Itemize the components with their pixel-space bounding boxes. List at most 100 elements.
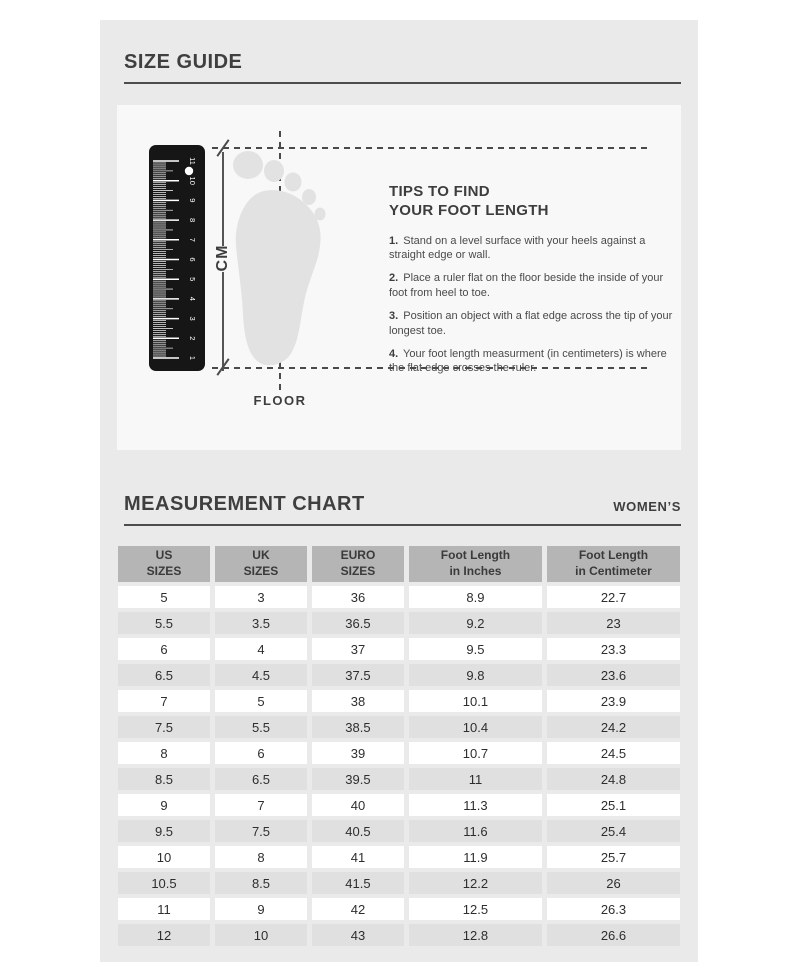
tip-item: 2. Place a ruler flat on the floor besid… bbox=[389, 272, 664, 300]
table-cell: 7 bbox=[118, 690, 210, 712]
column-header: Foot Length in Inches bbox=[408, 546, 542, 582]
table-cell: 9.8 bbox=[408, 664, 542, 686]
svg-text:5: 5 bbox=[188, 277, 197, 281]
table-cell: 39 bbox=[311, 742, 404, 764]
table-cell: 11.9 bbox=[408, 846, 542, 868]
table-cell: 8.9 bbox=[408, 586, 542, 608]
table-cell: 39.5 bbox=[311, 768, 404, 790]
measurement-chart-title: MEASUREMENT CHART bbox=[124, 493, 365, 515]
tips-list: 1. Stand on a level surface with your he… bbox=[389, 234, 677, 377]
table-cell: 10.4 bbox=[408, 716, 542, 738]
table-row: 9 7 40 11.3 25.1 bbox=[118, 794, 680, 816]
table-cell: 10 bbox=[118, 846, 210, 868]
svg-text:9: 9 bbox=[188, 198, 197, 202]
table-cell: 3.5 bbox=[214, 612, 307, 634]
foot-icon bbox=[233, 151, 326, 366]
measurement-chart-header: MEASUREMENT CHART WOMEN’S bbox=[124, 450, 681, 526]
table-cell: 5 bbox=[118, 586, 210, 608]
table-cell: 23 bbox=[546, 612, 680, 634]
size-guide-header: SIZE GUIDE bbox=[124, 20, 681, 84]
table-cell: 5 bbox=[214, 690, 307, 712]
table-cell: 7 bbox=[214, 794, 307, 816]
table-row: 8.5 6.5 39.5 11 24.8 bbox=[118, 768, 680, 790]
table-row: 8 6 39 10.7 24.5 bbox=[118, 742, 680, 764]
table-cell: 10.1 bbox=[408, 690, 542, 712]
table-cell: 24.2 bbox=[546, 716, 680, 738]
table-cell: 10 bbox=[214, 924, 307, 946]
table-cell: 11 bbox=[408, 768, 542, 790]
size-guide-panel: SIZE GUIDE 1 2 3 4 5 6 7 8 9 10 11 CM bbox=[100, 20, 698, 962]
table-cell: 11.6 bbox=[408, 820, 542, 842]
table-cell: 40.5 bbox=[311, 820, 404, 842]
table-cell: 37.5 bbox=[311, 664, 404, 686]
table-cell: 38 bbox=[311, 690, 404, 712]
table-row: 5 3 36 8.9 22.7 bbox=[118, 586, 680, 608]
svg-text:2: 2 bbox=[188, 336, 197, 340]
table-cell: 26.3 bbox=[546, 898, 680, 920]
column-header: UK SIZES bbox=[214, 546, 307, 582]
table-row: 7 5 38 10.1 23.9 bbox=[118, 690, 680, 712]
size-chart: US SIZES UK SIZES EURO SIZES Foot Length in Inc… bbox=[113, 542, 685, 950]
table-cell: 8 bbox=[118, 742, 210, 764]
measure-line-upper bbox=[222, 152, 224, 246]
top-edge-dashed-line bbox=[212, 147, 648, 149]
table-cell: 23.3 bbox=[546, 638, 680, 660]
gender-label: WOMEN’S bbox=[613, 499, 681, 514]
table-cell: 8.5 bbox=[118, 768, 210, 790]
floor-label: FLOOR bbox=[253, 393, 307, 408]
table-cell: 10.7 bbox=[408, 742, 542, 764]
floor-dashed-line bbox=[212, 367, 648, 369]
table-row: 10 8 41 11.9 25.7 bbox=[118, 846, 680, 868]
table-cell: 8.5 bbox=[214, 872, 307, 894]
table-cell: 3 bbox=[214, 586, 307, 608]
table-cell: 12.8 bbox=[408, 924, 542, 946]
table-header-row: US SIZES UK SIZES EURO SIZES Foot Length in Inc… bbox=[118, 546, 680, 582]
table-cell: 41 bbox=[311, 846, 404, 868]
table-row: 6.5 4.5 37.5 9.8 23.6 bbox=[118, 664, 680, 686]
tips-title: TIPS TO FIND YOUR FOOT LENGTH bbox=[389, 183, 549, 219]
svg-text:7: 7 bbox=[188, 238, 197, 242]
tip-item: 3. Position an object with a flat edge a… bbox=[389, 309, 673, 337]
table-cell: 25.1 bbox=[546, 794, 680, 816]
tip-item: 1. Stand on a level surface with your he… bbox=[389, 234, 646, 262]
table-cell: 12.5 bbox=[408, 898, 542, 920]
table-row: 7.5 5.5 38.5 10.4 24.2 bbox=[118, 716, 680, 738]
svg-text:1: 1 bbox=[188, 356, 197, 360]
table-cell: 22.7 bbox=[546, 586, 680, 608]
page-title: SIZE GUIDE bbox=[124, 51, 243, 73]
svg-text:11: 11 bbox=[188, 157, 197, 165]
table-cell: 43 bbox=[311, 924, 404, 946]
svg-text:8: 8 bbox=[188, 218, 197, 222]
column-header: Foot Length in Centimeter bbox=[546, 546, 680, 582]
table-cell: 6.5 bbox=[118, 664, 210, 686]
table-cell: 25.7 bbox=[546, 846, 680, 868]
table-cell: 6.5 bbox=[214, 768, 307, 790]
table-cell: 5.5 bbox=[118, 612, 210, 634]
table-row: 9.5 7.5 40.5 11.6 25.4 bbox=[118, 820, 680, 842]
table-row: 12 10 43 12.8 26.6 bbox=[118, 924, 680, 946]
tip-item: 4. Your foot length measurment (in centi… bbox=[389, 347, 667, 375]
table-cell: 8 bbox=[214, 846, 307, 868]
table-cell: 23.9 bbox=[546, 690, 680, 712]
ruler-hole bbox=[184, 166, 194, 176]
table-row: 6 4 37 9.5 23.3 bbox=[118, 638, 680, 660]
table-cell: 5.5 bbox=[214, 716, 307, 738]
table-cell: 11.3 bbox=[408, 794, 542, 816]
table-cell: 6 bbox=[118, 638, 210, 660]
table-cell: 42 bbox=[311, 898, 404, 920]
svg-text:6: 6 bbox=[188, 257, 197, 261]
table-cell: 9 bbox=[214, 898, 307, 920]
cm-axis-label: CM bbox=[214, 244, 231, 272]
table-cell: 26 bbox=[546, 872, 680, 894]
table-cell: 26.6 bbox=[546, 924, 680, 946]
table-cell: 23.6 bbox=[546, 664, 680, 686]
table-cell: 41.5 bbox=[311, 872, 404, 894]
table-cell: 24.5 bbox=[546, 742, 680, 764]
measure-line-lower bbox=[222, 272, 224, 371]
table-cell: 4 bbox=[214, 638, 307, 660]
table-cell: 36.5 bbox=[311, 612, 404, 634]
table-cell: 9.5 bbox=[118, 820, 210, 842]
table-cell: 4.5 bbox=[214, 664, 307, 686]
table-cell: 9.2 bbox=[408, 612, 542, 634]
table-cell: 12 bbox=[118, 924, 210, 946]
